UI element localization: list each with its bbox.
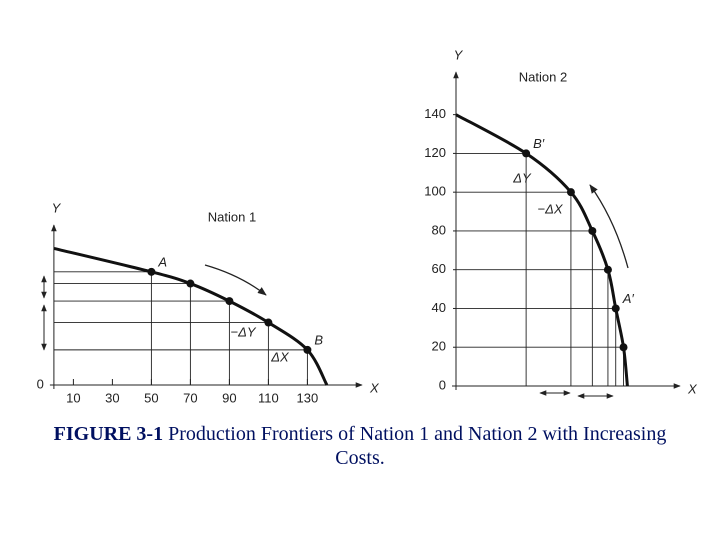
x-tick-label: 130	[297, 390, 319, 405]
point	[225, 297, 234, 306]
point	[611, 304, 620, 313]
y-tick-label: 100	[424, 184, 446, 199]
y-tick-label: 80	[432, 222, 446, 237]
annotation: ΔY	[512, 170, 532, 185]
annotation: ΔX	[270, 349, 290, 364]
point-label: A	[157, 254, 167, 269]
caption-text: Production Frontiers of Nation 1 and Nat…	[168, 423, 667, 469]
point	[303, 345, 312, 354]
point	[264, 318, 273, 327]
y-tick-label: 40	[432, 300, 446, 315]
point	[566, 188, 575, 197]
y-axis-title: Y	[454, 47, 464, 62]
y-tick-label: 140	[424, 106, 446, 121]
point	[186, 279, 195, 288]
y-tick-label: 0	[37, 376, 44, 391]
caption: FIGURE 3-1 Production Frontiers of Natio…	[30, 422, 690, 470]
y-axis-title: Y	[52, 200, 62, 215]
annotation: −ΔX	[538, 201, 564, 216]
chart-title: Nation 2	[519, 69, 567, 84]
x-tick-label: 90	[222, 390, 236, 405]
x-tick-label: 110	[258, 390, 279, 405]
x-tick-label: 50	[144, 390, 158, 405]
direction-arrow	[589, 184, 629, 269]
delta-arrows	[41, 275, 614, 399]
annotation: −ΔY	[231, 324, 257, 339]
point	[147, 267, 156, 276]
point	[522, 149, 531, 158]
frontier-curve	[455, 113, 629, 387]
chart: Nation 1 X Y 10 30 50 70 90 110 130 0 A B −ΔY ΔX Nation…	[37, 47, 698, 405]
y-tick-label: 60	[432, 261, 446, 276]
x-axis-title: X	[687, 381, 698, 396]
point-label: B′	[533, 136, 545, 151]
x-axis-title: X	[369, 380, 380, 395]
x-tick-label: 70	[183, 390, 197, 405]
y-tick-label: 0	[439, 377, 446, 392]
y-tick-label: 20	[432, 339, 446, 354]
caption-label: FIGURE 3-1	[53, 423, 164, 445]
point	[603, 265, 612, 274]
x-tick-label: 30	[105, 390, 119, 405]
point	[588, 226, 597, 235]
direction-arrow	[204, 264, 267, 296]
y-tick-label: 120	[424, 145, 446, 160]
point	[619, 343, 628, 352]
chart-title: Nation 1	[208, 209, 256, 224]
point-label: B	[314, 332, 323, 347]
x-tick-label: 10	[66, 390, 80, 405]
point-label: A′	[622, 291, 635, 306]
